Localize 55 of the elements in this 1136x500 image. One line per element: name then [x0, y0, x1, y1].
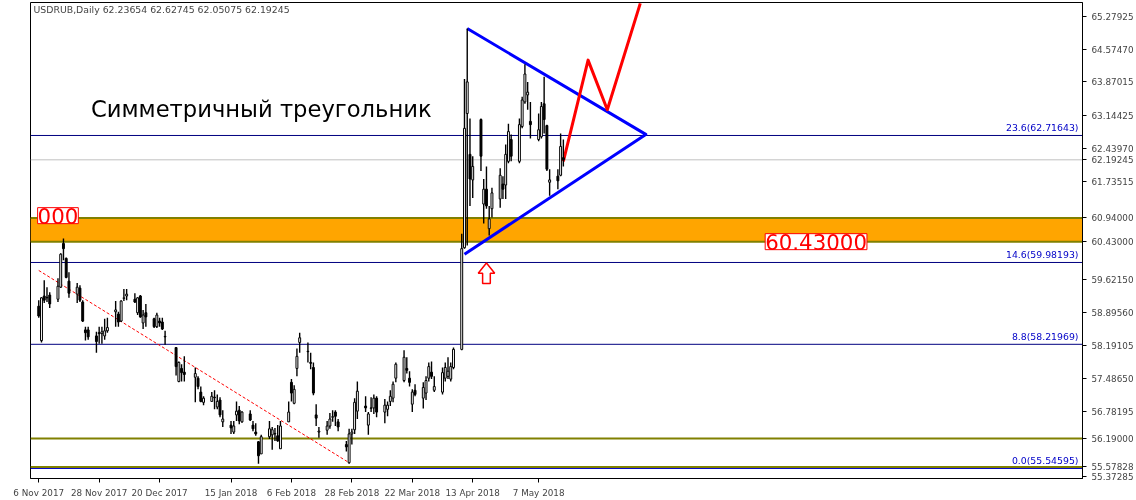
candlestick [441, 366, 444, 396]
annotation: 14.6(59.98193) [1005, 249, 1079, 261]
y-tick-label: 64.57470 [1091, 44, 1134, 55]
candlestick [314, 403, 318, 427]
candlestick [446, 356, 450, 380]
y-tick-label: 55.37285 [1091, 472, 1134, 483]
y-tick-label: 63.87015 [1091, 77, 1134, 88]
candlestick [136, 296, 140, 316]
ref-line-label: 60.43000 [1091, 237, 1134, 248]
y-tick-label: 65.27925 [1091, 11, 1134, 22]
candlestick [410, 388, 414, 413]
candlestick [163, 330, 167, 346]
candlestick [202, 395, 206, 406]
x-tick-label: 20 Dec 2017 [131, 487, 188, 498]
x-tick-label: 13 Apr 2018 [445, 487, 500, 498]
x-tick-label: 15 Jan 2018 [204, 487, 258, 498]
candlestick [498, 167, 502, 209]
candlestick [287, 400, 291, 423]
x-tick-label: 28 Feb 2018 [324, 487, 380, 498]
y-tick-label: 63.14425 [1091, 111, 1134, 122]
x-tick-label: 22 Mar 2018 [384, 487, 441, 498]
candlestick [257, 440, 260, 465]
candlestick [144, 303, 148, 328]
y-tick-label: 58.89560 [1091, 308, 1134, 319]
annotation: 23.6(62.71643) [1005, 122, 1079, 134]
ref-line-label: 60.94000 [1091, 213, 1134, 224]
annotation: 8.8(58.21969) [1011, 331, 1079, 343]
x-tick-label: 6 Nov 2017 [13, 487, 65, 498]
annotation: 000 [37, 203, 79, 229]
candlestick [402, 349, 406, 384]
candlestick [369, 396, 373, 413]
candlestick [528, 101, 532, 140]
y-tick-label: 57.48650 [1091, 373, 1134, 384]
candlestick [509, 133, 513, 163]
y-tick-label: 61.73515 [1091, 176, 1134, 187]
y-tick-label: 62.43970 [1091, 143, 1134, 154]
annotation: Симметричный треугольник [90, 96, 432, 123]
y-tick-label: 56.78195 [1091, 406, 1134, 417]
y-tick-label: 58.19105 [1091, 341, 1134, 352]
ref-line-label: 62.19245 [1091, 155, 1134, 166]
candlestick [94, 331, 98, 354]
candlestick [235, 400, 238, 422]
x-tick-label: 28 Nov 2017 [71, 487, 128, 498]
candlestick [366, 411, 370, 436]
annotation: 0.0(55.54595) [1011, 455, 1079, 467]
x-tick-label: 6 Feb 2018 [266, 487, 317, 498]
x-tick-label: 7 May 2018 [512, 487, 565, 498]
candlestick [375, 395, 379, 418]
y-tick-label: 59.62150 [1091, 274, 1134, 285]
chart-title: USDRUB,Daily 62.23654 62.62745 62.05075 62.19245 [33, 3, 290, 15]
candlestick [317, 426, 321, 439]
candlestick [372, 393, 376, 415]
ref-line-label: 56.19000 [1091, 434, 1134, 445]
ref-line-label: 55.57828 [1091, 462, 1134, 473]
annotation: 60.43000 [765, 229, 867, 255]
